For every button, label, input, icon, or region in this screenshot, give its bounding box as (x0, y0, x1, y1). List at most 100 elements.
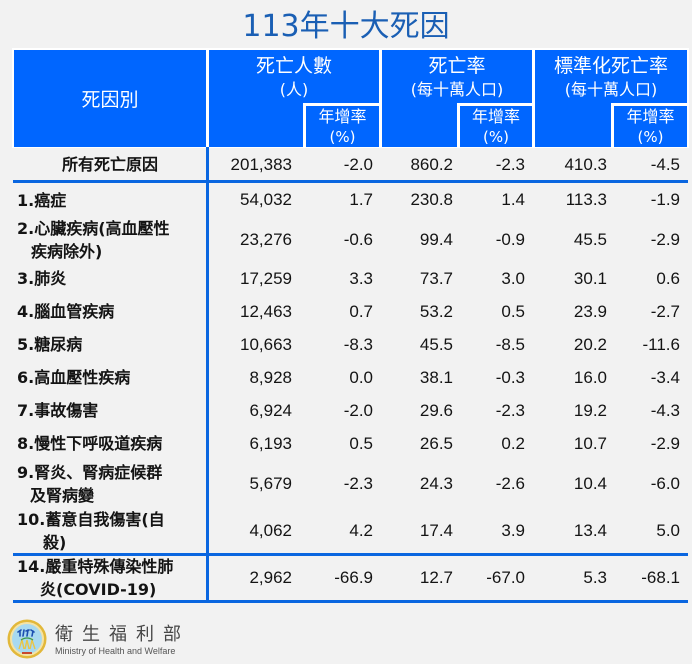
rate-yoy-cell: 3.9 (501, 520, 525, 540)
deaths-cell: 12,463 (240, 301, 292, 321)
cause-cell: 所有死亡原因 (14, 149, 206, 180)
ministry-logo-icon (7, 619, 47, 659)
deaths-yoy-cell: 3.3 (349, 268, 373, 288)
table-row: 8.慢性下呼吸道疾病 6,193 0.5 26.5 0.2 10.7 -2.9 (0, 427, 692, 460)
rate-cell: 230.8 (410, 190, 453, 209)
cause-cell: 3.肺炎 (14, 262, 206, 295)
rate-cell: 53.2 (419, 301, 453, 321)
deaths-yoy-cell: 0.0 (349, 367, 373, 387)
table-row-total: 所有死亡原因 201,383 -2.0 860.2 -2.3 410.3 -4.… (0, 149, 692, 180)
cause-cell: 4.腦血管疾病 (14, 295, 206, 328)
rate-yoy-cell: -2.6 (495, 474, 525, 493)
header-subcell-yoy: 年增率 (%) (303, 103, 379, 147)
cause-line: 2.心臟疾病(高血壓性 (17, 218, 170, 238)
cause-line: 疾病除外) (31, 241, 103, 261)
deaths-yoy-cell: -66.9 (334, 568, 373, 587)
table-row: 2.心臟疾病(高血壓性 疾病除外) 23,276 -0.6 99.4 -0.9 … (0, 217, 692, 262)
deaths-yoy-cell: 4.2 (349, 520, 373, 540)
std-rate-cell: 113.3 (565, 190, 607, 209)
cause-line: 炎(COVID-19) (40, 580, 157, 599)
cause-cell: 7.事故傷害 (14, 394, 206, 427)
header-group-title: 死亡率 (428, 55, 486, 77)
header-sub-title: 年增率 (626, 107, 675, 126)
std-rate-yoy-cell: -2.9 (650, 433, 680, 453)
rate-yoy-cell: -8.5 (495, 334, 525, 354)
rate-cell: 45.5 (419, 334, 453, 354)
header-group-deaths: 死亡人數 (人) 年增率 (%) (209, 50, 379, 147)
header-sub-title: 年增率 (318, 107, 367, 126)
header-group-title: 標準化死亡率 (553, 55, 668, 77)
deaths-cell: 5,679 (249, 474, 292, 493)
cause-line: 5.糖尿病 (17, 335, 83, 354)
cause-line: 1.癌症 (17, 190, 67, 210)
header-subcell-yoy: 年增率 (%) (611, 103, 687, 147)
deaths-cell: 8,928 (249, 367, 292, 387)
deaths-cell: 4,062 (249, 520, 292, 540)
rate-cell: 29.6 (419, 400, 453, 420)
table-row: 4.腦血管疾病 12,463 0.7 53.2 0.5 23.9 -2.7 (0, 295, 692, 328)
header-group-title: 死亡人數 (255, 55, 332, 77)
rate-cell: 26.5 (419, 433, 453, 453)
deaths-cell: 2,962 (249, 568, 292, 587)
deaths-yoy-cell: -2.0 (343, 154, 373, 174)
cause-line: 9.腎炎、腎病症候群 (17, 463, 163, 482)
cause-cell: 1.癌症 (14, 183, 206, 217)
table-row: 6.高血壓性疾病 8,928 0.0 38.1 -0.3 16.0 -3.4 (0, 361, 692, 394)
ministry-name-zh: 衛生福利部 (55, 624, 190, 645)
cause-line: 所有死亡原因 (61, 155, 158, 174)
std-rate-cell: 19.2 (573, 400, 607, 420)
column-divider (206, 147, 209, 603)
std-rate-cell: 45.5 (573, 229, 607, 249)
std-rate-cell: 410.3 (564, 154, 607, 174)
std-rate-yoy-cell: -68.1 (641, 568, 680, 587)
deaths-yoy-cell: 1.7 (349, 190, 373, 209)
cause-cell: 2.心臟疾病(高血壓性 疾病除外) (14, 217, 206, 262)
cause-line: 3.肺炎 (17, 269, 67, 288)
cause-cell: 14.嚴重特殊傳染性肺 炎(COVID-19) (14, 556, 206, 600)
cause-cell: 8.慢性下呼吸道疾病 (14, 427, 206, 460)
table-row: 7.事故傷害 6,924 -2.0 29.6 -2.3 19.2 -4.3 (0, 394, 692, 427)
deaths-cell: 23,276 (240, 229, 292, 249)
std-rate-yoy-cell: -3.4 (650, 367, 680, 387)
table-row: 3.肺炎 17,259 3.3 73.7 3.0 30.1 0.6 (0, 262, 692, 295)
header-group-unit: (人) (279, 80, 309, 99)
deaths-cell: 17,259 (240, 268, 292, 288)
std-rate-yoy-cell: 0.6 (656, 268, 680, 288)
deaths-yoy-cell: 0.7 (349, 301, 373, 321)
std-rate-cell: 16.0 (573, 367, 607, 387)
cause-line: 4.腦血管疾病 (17, 302, 115, 321)
rate-cell: 24.3 (419, 474, 453, 493)
table-row: 10.蓄意自我傷害(自 殺) 4,062 4.2 17.4 3.9 13.4 5… (0, 508, 692, 553)
rate-yoy-cell: 0.2 (501, 433, 525, 453)
table-row: 5.糖尿病 10,663 -8.3 45.5 -8.5 20.2 -11.6 (0, 328, 692, 361)
deaths-cell: 54,032 (240, 190, 292, 209)
cause-cell: 9.腎炎、腎病症候群 及腎病變 (14, 460, 206, 508)
deaths-yoy-cell: -8.3 (343, 334, 373, 354)
table-row: 1.癌症 54,032 1.7 230.8 1.4 113.3 -1.9 (0, 183, 692, 217)
std-rate-cell: 10.7 (573, 433, 607, 453)
header-cause-label: 死因別 (81, 89, 139, 111)
cause-cell: 5.糖尿病 (14, 328, 206, 361)
cause-cell: 6.高血壓性疾病 (14, 361, 206, 394)
rate-yoy-cell: -2.3 (495, 400, 525, 420)
std-rate-yoy-cell: -4.3 (650, 400, 680, 420)
rate-cell: 99.4 (419, 229, 453, 249)
std-rate-yoy-cell: 5.0 (656, 520, 680, 540)
std-rate-cell: 13.4 (573, 520, 607, 540)
deaths-yoy-cell: 0.5 (349, 433, 373, 453)
header-subcell-yoy: 年增率 (%) (457, 103, 532, 147)
rate-yoy-cell: 1.4 (501, 190, 525, 209)
header-group-unit: (每十萬人口) (410, 80, 504, 99)
deaths-yoy-cell: -2.3 (343, 474, 373, 493)
deaths-cell: 201,383 (230, 154, 292, 174)
header-group-std-rate: 標準化死亡率 (每十萬人口) 年增率 (%) (535, 50, 687, 147)
rate-cell: 73.7 (419, 268, 453, 288)
rate-cell: 17.4 (419, 520, 453, 540)
deaths-cell: 6,924 (249, 400, 292, 420)
rate-yoy-cell: -0.9 (495, 229, 525, 249)
table-bottom-rule (13, 600, 688, 603)
header-group-rate: 死亡率 (每十萬人口) 年增率 (%) (382, 50, 532, 147)
std-rate-cell: 20.2 (573, 334, 607, 354)
deaths-cell: 10,663 (240, 334, 292, 354)
